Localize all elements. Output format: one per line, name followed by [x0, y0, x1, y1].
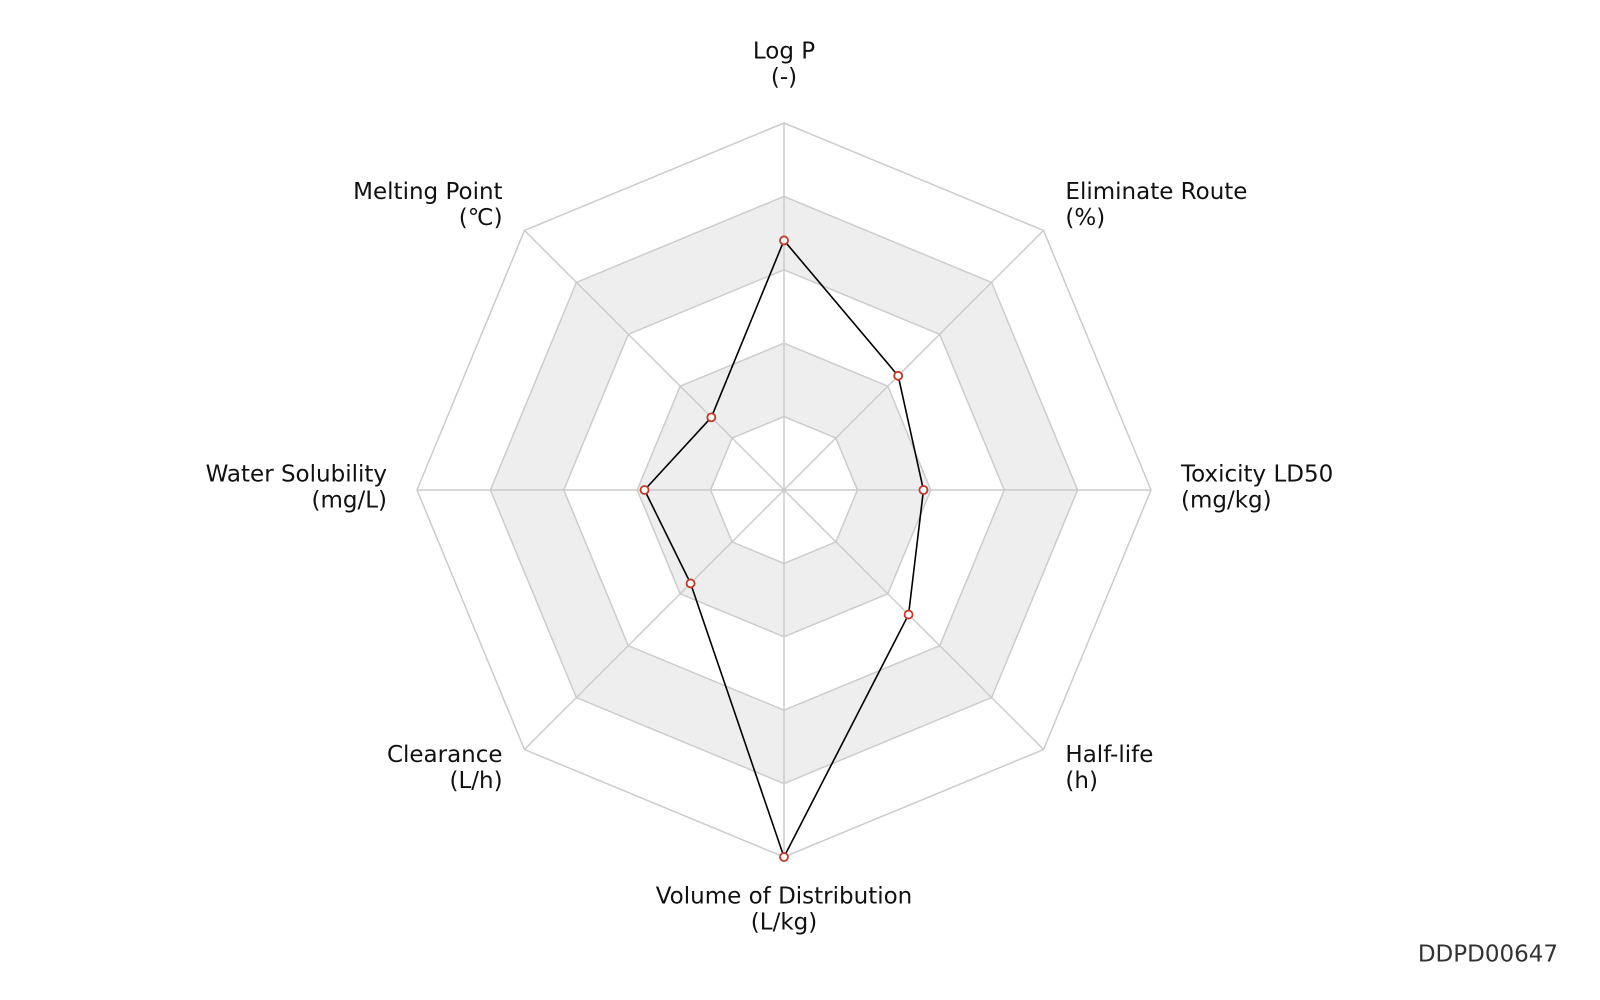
axis-label: Toxicity LD50: [1180, 462, 1333, 488]
axis-unit: (-): [771, 65, 797, 91]
axis-label: Half-life: [1065, 742, 1153, 768]
axis-label: Eliminate Route: [1065, 179, 1247, 205]
spoke: [523, 489, 785, 751]
axis-label: Melting Point: [353, 179, 502, 205]
axis-label: Volume of Distribution: [656, 884, 913, 910]
axis-unit: (mg/L): [311, 488, 387, 514]
data-point: [903, 609, 914, 620]
data-point: [918, 485, 929, 495]
axis-unit: (L/kg): [751, 910, 817, 936]
axis-label: Water Solubility: [206, 462, 387, 488]
spoke: [523, 229, 785, 491]
data-point: [779, 235, 789, 246]
axis-label: Log P: [753, 39, 815, 65]
axis-unit: (℃): [459, 205, 503, 231]
axis-labels: Log P(-)Eliminate Route(%)Toxicity LD50(…: [206, 39, 1334, 936]
chart-id: DDPD00647: [1418, 942, 1558, 968]
spoke: [783, 229, 1045, 491]
axis-unit: (L/h): [449, 768, 502, 794]
data-point: [706, 412, 717, 423]
data-point: [779, 852, 789, 862]
plot: [639, 235, 929, 862]
grid: [416, 122, 1152, 858]
axis-unit: (mg/kg): [1181, 488, 1272, 514]
axis-label: Clearance: [387, 742, 503, 768]
axis-unit: (%): [1065, 205, 1105, 231]
data-point: [893, 370, 904, 381]
spoke: [783, 489, 1045, 751]
data-point: [685, 578, 696, 589]
axis-unit: (h): [1065, 768, 1098, 794]
data-point: [639, 485, 650, 495]
